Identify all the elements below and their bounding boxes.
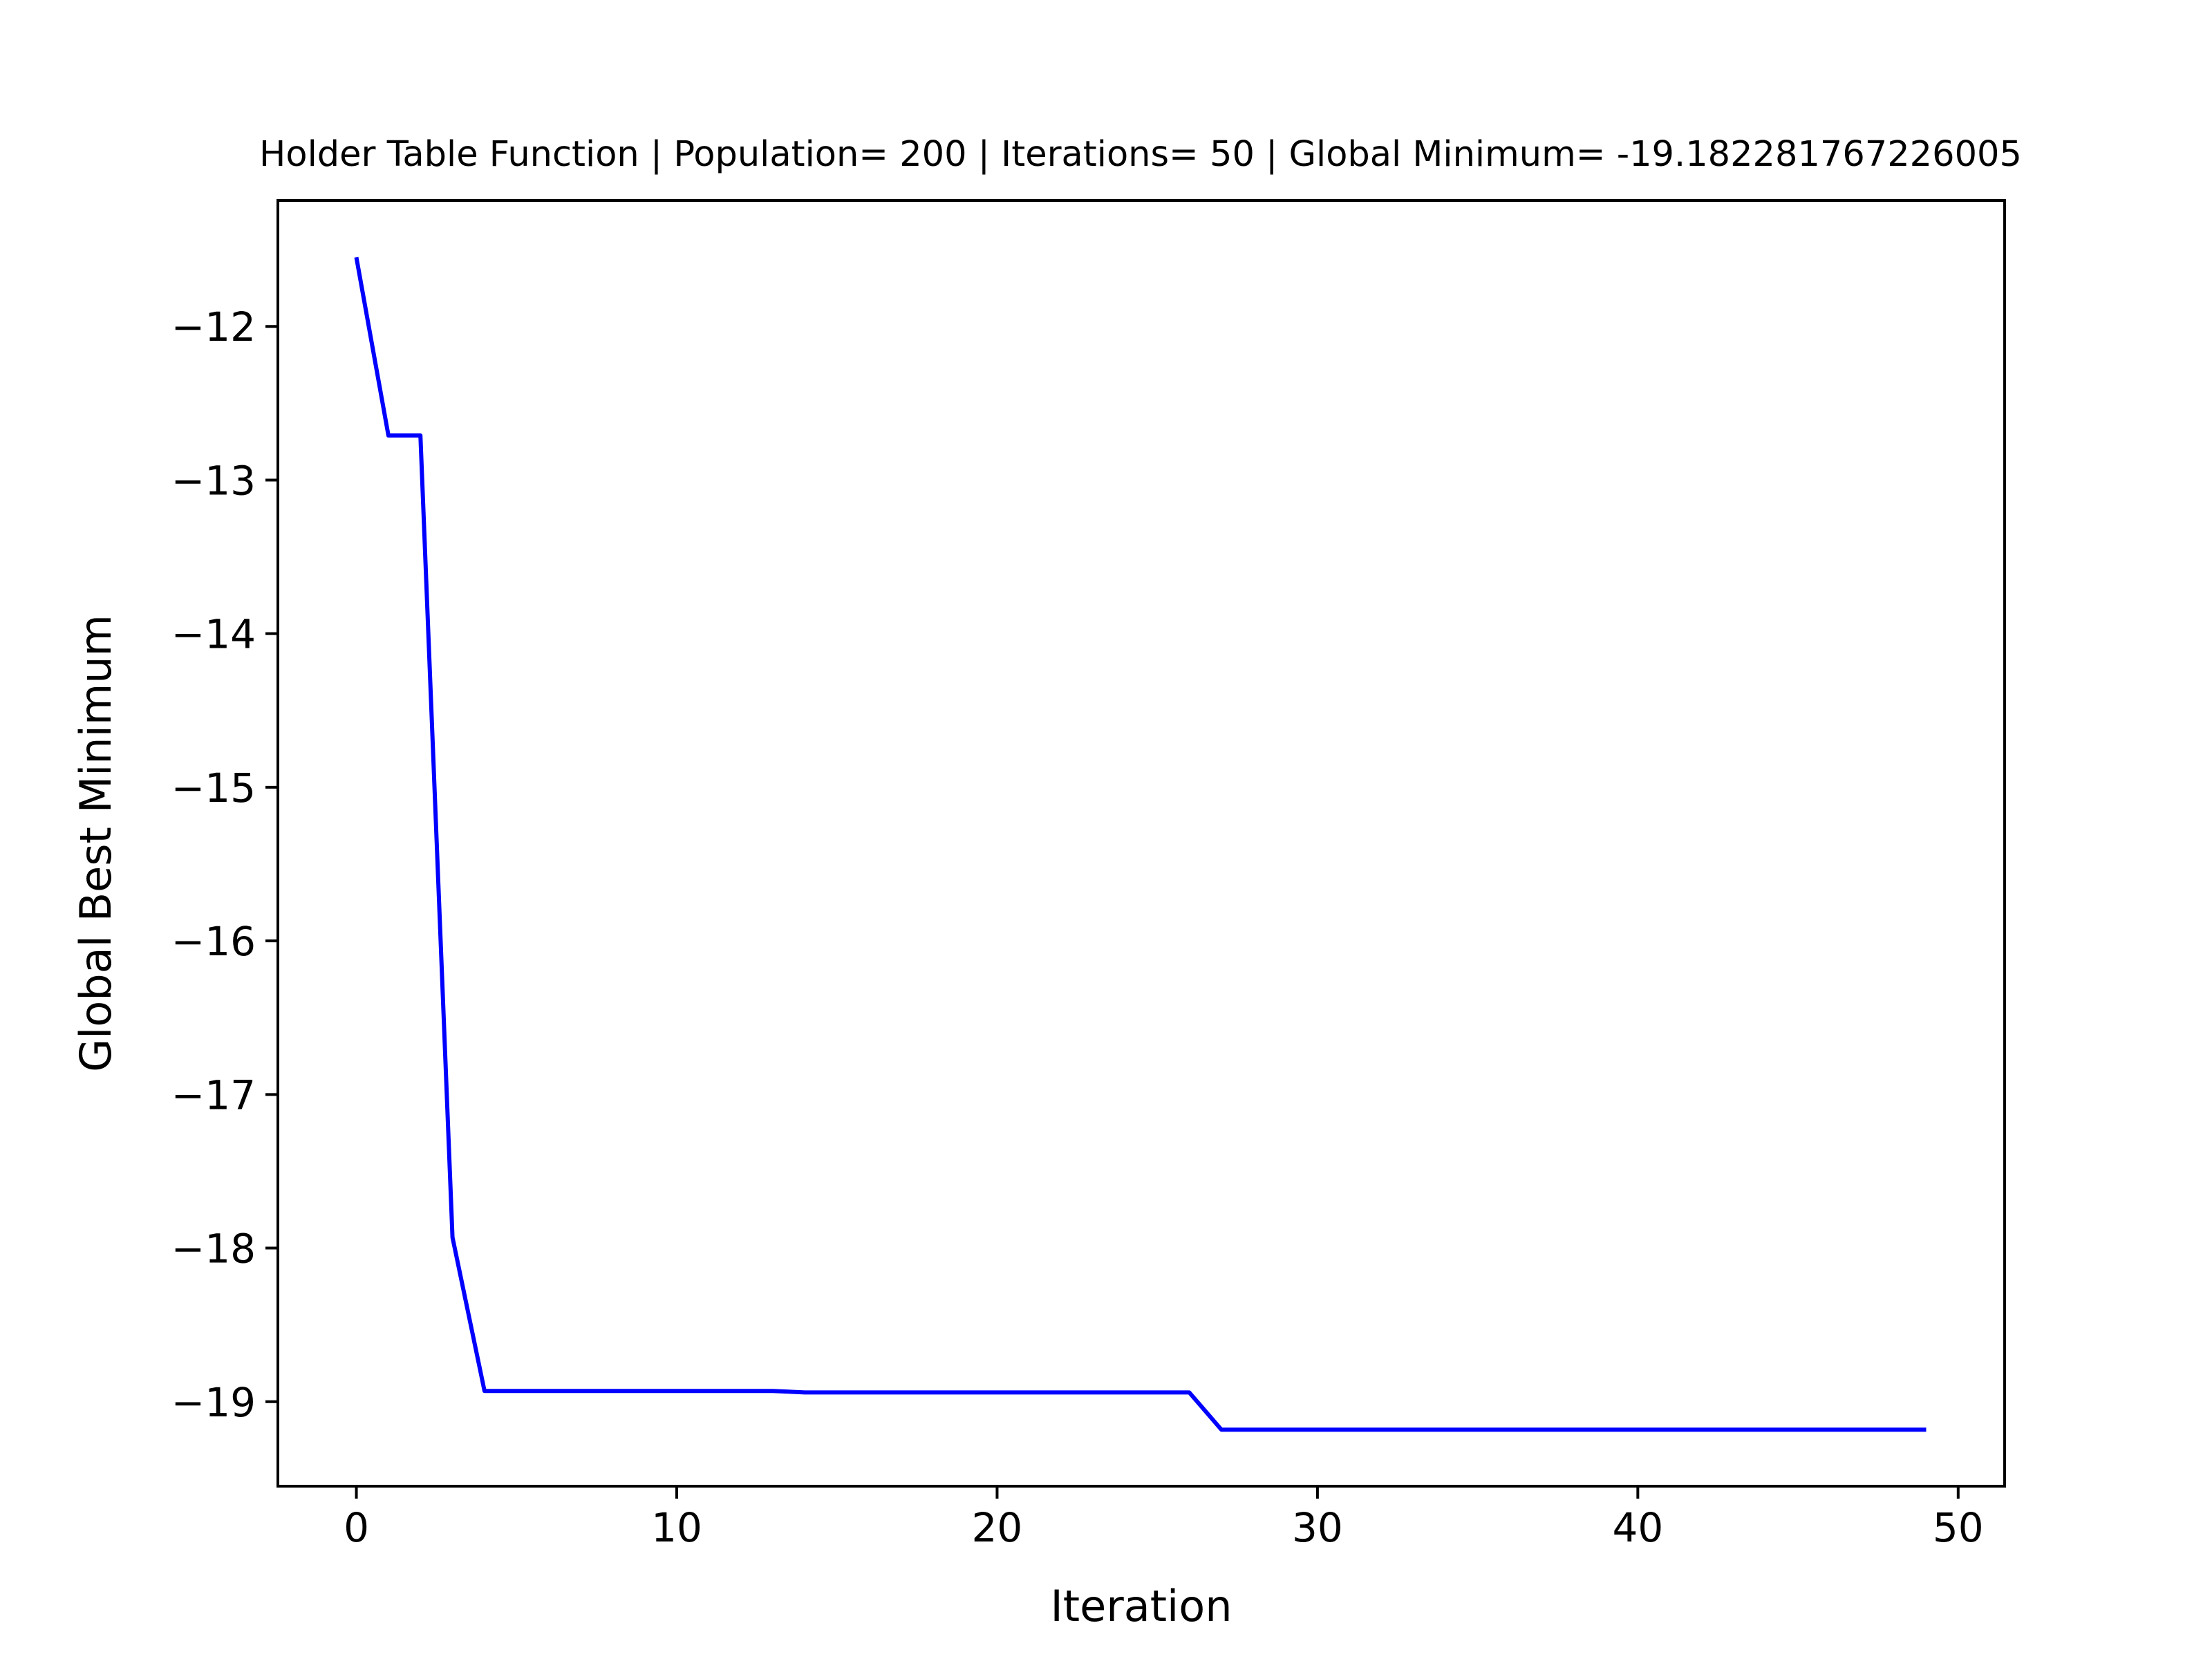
data-point <box>1668 1427 1672 1432</box>
data-point <box>1123 1390 1127 1394</box>
data-point <box>899 1390 903 1394</box>
data-point <box>482 1389 487 1393</box>
chart-title: Holder Table Function | Population= 200 … <box>259 134 2022 175</box>
data-point <box>1892 1427 1896 1432</box>
data-point <box>1251 1427 1255 1432</box>
data-point <box>1860 1427 1864 1432</box>
data-point <box>1027 1390 1031 1394</box>
data-point <box>1700 1427 1704 1432</box>
data-point <box>579 1389 583 1393</box>
data-point <box>1155 1390 1159 1394</box>
data-point <box>355 255 359 259</box>
x-tick-label: 10 <box>651 1504 702 1551</box>
data-point <box>1828 1427 1832 1432</box>
data-point <box>995 1390 999 1394</box>
data-point <box>643 1389 647 1393</box>
data-point <box>706 1389 711 1393</box>
y-tick-label: −19 <box>171 1379 256 1426</box>
data-point <box>1059 1390 1063 1394</box>
data-point <box>803 1390 807 1394</box>
y-tick-label: −13 <box>171 457 256 504</box>
data-point <box>386 433 391 438</box>
data-point <box>1604 1427 1608 1432</box>
data-point <box>1764 1427 1768 1432</box>
data-point <box>739 1389 743 1393</box>
y-tick-label: −15 <box>171 765 256 812</box>
axes-frame <box>276 199 2006 1488</box>
data-point <box>1539 1427 1544 1432</box>
data-point <box>1476 1427 1480 1432</box>
data-point <box>1091 1390 1095 1394</box>
data-point <box>963 1390 967 1394</box>
data-point <box>1412 1427 1416 1432</box>
x-axis-label: Iteration <box>1051 1581 1232 1631</box>
x-tick-label: 20 <box>972 1504 1023 1551</box>
data-point <box>1315 1427 1320 1432</box>
data-point <box>675 1389 679 1393</box>
data-point <box>771 1389 775 1393</box>
data-point <box>1732 1427 1736 1432</box>
data-point <box>547 1389 551 1393</box>
data-point <box>1347 1427 1351 1432</box>
y-tick-label: −12 <box>171 303 256 350</box>
data-point <box>1924 1427 1928 1432</box>
data-point <box>418 433 422 438</box>
data-point <box>610 1389 615 1393</box>
data-point <box>1796 1427 1800 1432</box>
y-axis: −12 −13 −14 −15 −16 −17 −18 −19 <box>171 303 278 1426</box>
y-tick-label: −16 <box>171 918 256 965</box>
data-point <box>835 1390 839 1394</box>
data-point <box>1443 1427 1447 1432</box>
data-point <box>1635 1427 1640 1432</box>
data-point <box>1284 1427 1288 1432</box>
y-axis-label: Global Best Minimum <box>71 615 121 1072</box>
y-tick-label: −17 <box>171 1071 256 1118</box>
x-tick-label: 0 <box>344 1504 369 1551</box>
x-tick-label: 30 <box>1292 1504 1343 1551</box>
data-point <box>1572 1427 1576 1432</box>
plot-area: 0 10 20 30 40 50 −12 −13 −14 −15 −16 −17 −18 −19 <box>171 199 2006 1551</box>
x-tick-label: 50 <box>1933 1504 1984 1551</box>
data-point <box>1219 1427 1224 1432</box>
data-point <box>451 1235 455 1239</box>
series-line <box>354 256 1927 1432</box>
data-point <box>1508 1427 1512 1432</box>
y-tick-label: −14 <box>171 611 256 658</box>
y-tick-label: −18 <box>171 1226 256 1273</box>
data-point <box>514 1389 518 1393</box>
data-point <box>867 1390 871 1394</box>
data-point <box>931 1390 935 1394</box>
x-tick-label: 40 <box>1612 1504 1663 1551</box>
data-point <box>1380 1427 1384 1432</box>
x-axis: 0 10 20 30 40 50 <box>344 1486 1984 1551</box>
data-point <box>1188 1390 1192 1394</box>
